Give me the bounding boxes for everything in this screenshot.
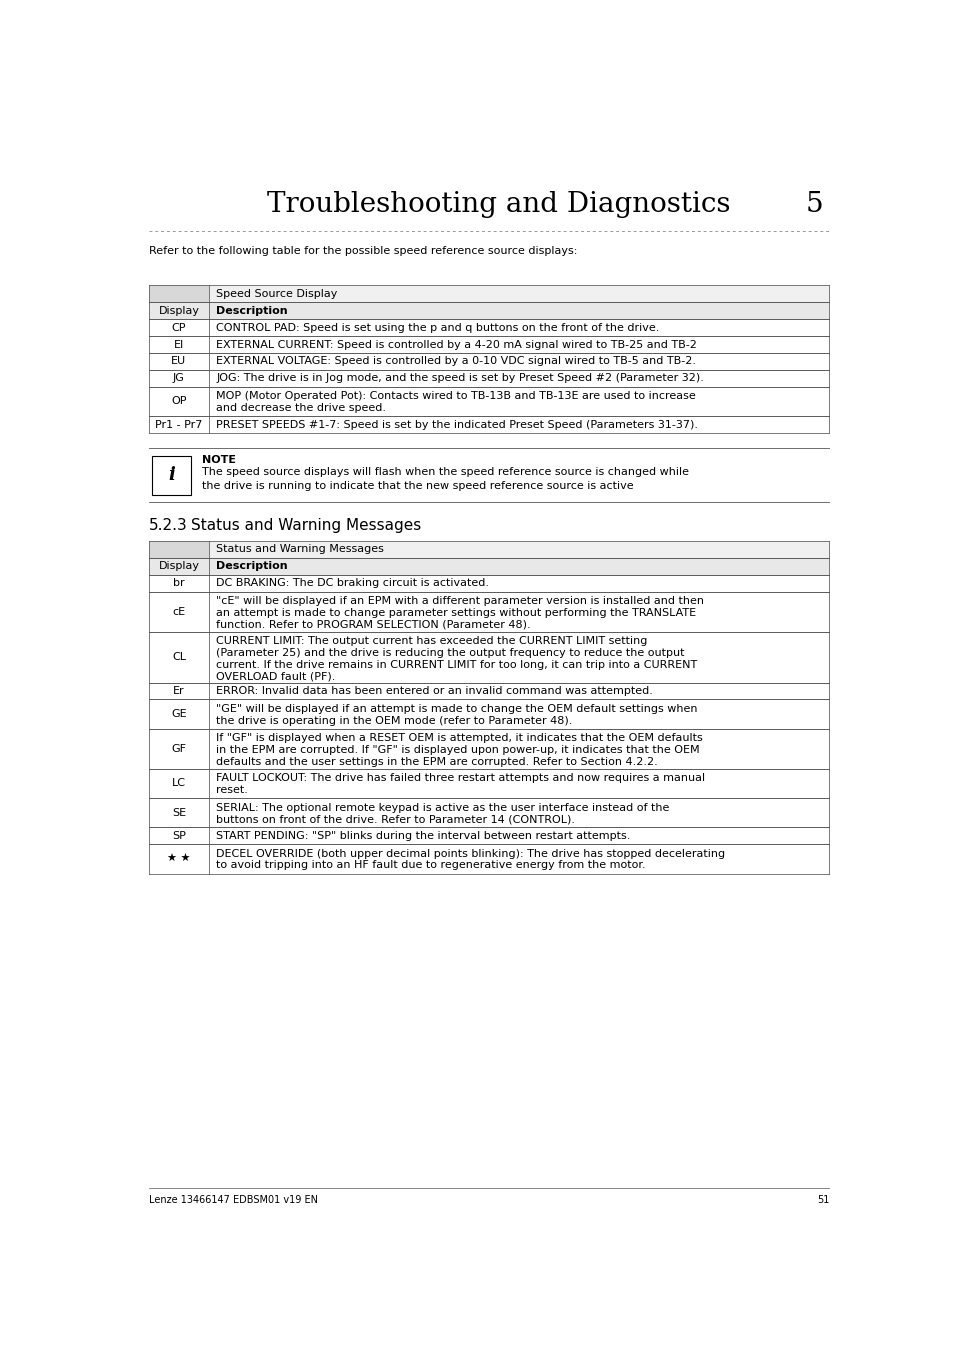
Bar bbox=[149, 827, 828, 844]
Text: Display: Display bbox=[158, 305, 199, 316]
Text: br: br bbox=[172, 578, 185, 589]
Text: OP: OP bbox=[171, 397, 187, 406]
Text: GF: GF bbox=[172, 744, 186, 754]
Text: SE: SE bbox=[172, 808, 186, 818]
Bar bbox=[149, 729, 828, 769]
Bar bbox=[149, 592, 828, 631]
Text: SERIAL: The optional remote keypad is active as the user interface instead of th: SERIAL: The optional remote keypad is ac… bbox=[216, 803, 669, 825]
Text: If "GF" is displayed when a RESET OEM is attempted, it indicates that the OEM de: If "GF" is displayed when a RESET OEM is… bbox=[216, 733, 702, 766]
Bar bbox=[149, 387, 828, 416]
Text: GE: GE bbox=[171, 709, 187, 720]
Text: cE: cE bbox=[172, 607, 185, 616]
Bar bbox=[149, 699, 828, 729]
Text: "cE" will be displayed if an EPM with a different parameter version is installed: "cE" will be displayed if an EPM with a … bbox=[216, 596, 703, 630]
Text: EI: EI bbox=[173, 339, 184, 349]
Bar bbox=[149, 369, 828, 387]
Text: Er: Er bbox=[172, 686, 185, 696]
Bar bbox=[149, 416, 828, 433]
Text: DECEL OVERRIDE (both upper decimal points blinking): The drive has stopped decel: DECEL OVERRIDE (both upper decimal point… bbox=[216, 849, 724, 871]
Text: SP: SP bbox=[172, 831, 186, 841]
Text: ★ ★: ★ ★ bbox=[167, 853, 191, 864]
Bar bbox=[149, 683, 828, 699]
Text: ERROR: Invalid data has been entered or an invalid command was attempted.: ERROR: Invalid data has been entered or … bbox=[216, 686, 652, 696]
Text: START PENDING: "SP" blinks during the interval between restart attempts.: START PENDING: "SP" blinks during the in… bbox=[216, 831, 630, 841]
Bar bbox=[149, 337, 828, 353]
Text: Lenze 13466147 EDBSM01 v19 EN: Lenze 13466147 EDBSM01 v19 EN bbox=[149, 1194, 317, 1205]
Text: Status and Warning Messages: Status and Warning Messages bbox=[192, 518, 421, 533]
Bar bbox=[149, 799, 828, 827]
Bar bbox=[149, 769, 828, 799]
Bar bbox=[149, 844, 828, 874]
Text: EU: EU bbox=[172, 357, 186, 367]
Text: JOG: The drive is in Jog mode, and the speed is set by Preset Speed #2 (Paramete: JOG: The drive is in Jog mode, and the s… bbox=[216, 373, 703, 383]
Text: CONTROL PAD: Speed is set using the p and q buttons on the front of the drive.: CONTROL PAD: Speed is set using the p an… bbox=[216, 323, 659, 333]
Bar bbox=[149, 303, 828, 319]
Text: FAULT LOCKOUT: The drive has failed three restart attempts and now requires a ma: FAULT LOCKOUT: The drive has failed thre… bbox=[216, 773, 704, 795]
Bar bbox=[149, 541, 209, 557]
Bar bbox=[149, 353, 828, 369]
Text: EXTERNAL CURRENT: Speed is controlled by a 4-20 mA signal wired to TB-25 and TB-: EXTERNAL CURRENT: Speed is controlled by… bbox=[216, 339, 697, 349]
Text: CURRENT LIMIT: The output current has exceeded the CURRENT LIMIT setting
(Parame: CURRENT LIMIT: The output current has ex… bbox=[216, 637, 697, 682]
Text: Description: Description bbox=[216, 562, 288, 571]
Text: Speed Source Display: Speed Source Display bbox=[216, 289, 337, 298]
Bar bbox=[149, 631, 828, 683]
Bar bbox=[149, 285, 209, 303]
Text: PRESET SPEEDS #1-7: Speed is set by the indicated Preset Speed (Parameters 31-37: PRESET SPEEDS #1-7: Speed is set by the … bbox=[216, 420, 698, 429]
Text: "GE" will be displayed if an attempt is made to change the OEM default settings : "GE" will be displayed if an attempt is … bbox=[216, 705, 697, 725]
Text: DC BRAKING: The DC braking circuit is activated.: DC BRAKING: The DC braking circuit is ac… bbox=[216, 578, 489, 589]
Text: The speed source displays will flash when the speed reference source is changed : The speed source displays will flash whe… bbox=[201, 468, 688, 491]
Bar bbox=[152, 457, 191, 495]
Text: MOP (Motor Operated Pot): Contacts wired to TB-13B and TB-13E are used to increa: MOP (Motor Operated Pot): Contacts wired… bbox=[216, 391, 695, 413]
Text: 51: 51 bbox=[816, 1194, 828, 1205]
Text: LC: LC bbox=[172, 778, 186, 788]
Text: 5.2.3: 5.2.3 bbox=[149, 518, 187, 533]
Bar bbox=[149, 541, 828, 557]
Bar bbox=[149, 557, 828, 575]
Text: i: i bbox=[168, 466, 174, 484]
Text: 5: 5 bbox=[804, 191, 821, 218]
Text: Display: Display bbox=[158, 562, 199, 571]
Bar bbox=[149, 319, 828, 337]
Text: Pr1 - Pr7: Pr1 - Pr7 bbox=[155, 420, 202, 429]
Text: CP: CP bbox=[172, 323, 186, 333]
Bar bbox=[149, 575, 828, 592]
Text: Refer to the following table for the possible speed reference source displays:: Refer to the following table for the pos… bbox=[149, 245, 577, 256]
Text: JG: JG bbox=[172, 373, 185, 383]
Text: Description: Description bbox=[216, 305, 288, 316]
Text: NOTE: NOTE bbox=[201, 455, 235, 465]
Text: CL: CL bbox=[172, 652, 186, 662]
Text: EXTERNAL VOLTAGE: Speed is controlled by a 0-10 VDC signal wired to TB-5 and TB-: EXTERNAL VOLTAGE: Speed is controlled by… bbox=[216, 357, 696, 367]
Bar bbox=[149, 285, 828, 303]
Text: Status and Warning Messages: Status and Warning Messages bbox=[216, 544, 384, 555]
Text: Troubleshooting and Diagnostics: Troubleshooting and Diagnostics bbox=[267, 191, 730, 218]
